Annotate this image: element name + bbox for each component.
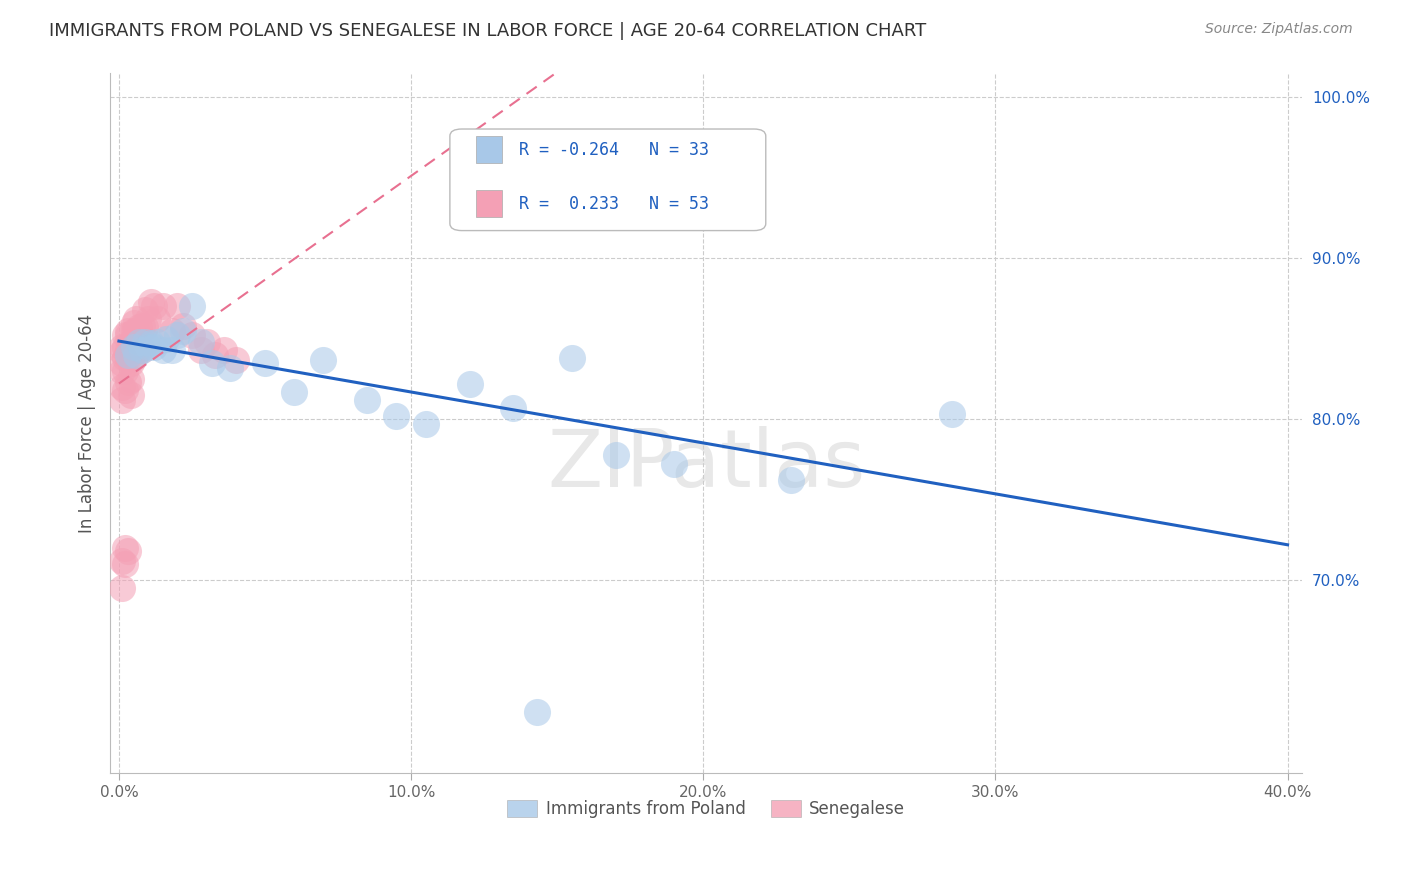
Point bbox=[122, 324, 145, 338]
Point bbox=[120, 388, 142, 402]
Point bbox=[204, 348, 226, 362]
Point bbox=[125, 343, 148, 357]
Point bbox=[146, 334, 169, 349]
Point bbox=[662, 457, 685, 471]
Point bbox=[166, 300, 188, 314]
Text: R =  0.233   N = 53: R = 0.233 N = 53 bbox=[519, 195, 709, 213]
Point bbox=[219, 360, 242, 375]
Point bbox=[160, 324, 183, 338]
Text: ZIPatlas: ZIPatlas bbox=[547, 426, 865, 504]
Point bbox=[172, 318, 194, 333]
FancyBboxPatch shape bbox=[477, 190, 502, 217]
Point bbox=[122, 316, 145, 330]
Point bbox=[134, 320, 156, 334]
Point bbox=[114, 328, 136, 343]
Point bbox=[134, 334, 156, 349]
Point bbox=[136, 340, 159, 354]
Point bbox=[114, 541, 136, 555]
Point bbox=[125, 348, 148, 362]
Point bbox=[122, 351, 145, 365]
Point bbox=[312, 352, 335, 367]
Legend: Immigrants from Poland, Senegalese: Immigrants from Poland, Senegalese bbox=[501, 793, 911, 824]
Point bbox=[111, 554, 134, 568]
Point bbox=[143, 300, 166, 314]
Point bbox=[155, 332, 177, 346]
Point bbox=[139, 336, 162, 351]
Point bbox=[120, 372, 142, 386]
Point bbox=[114, 557, 136, 571]
Point bbox=[136, 334, 159, 349]
Point bbox=[128, 334, 150, 349]
Point bbox=[131, 343, 153, 357]
Point bbox=[111, 364, 134, 378]
Point bbox=[114, 383, 136, 397]
Point bbox=[111, 380, 134, 394]
Point bbox=[117, 348, 139, 362]
Point bbox=[517, 194, 540, 209]
Point bbox=[152, 300, 174, 314]
Y-axis label: In Labor Force | Age 20-64: In Labor Force | Age 20-64 bbox=[79, 314, 96, 533]
Point bbox=[172, 324, 194, 338]
Point bbox=[136, 312, 159, 326]
Point bbox=[212, 343, 235, 357]
Point bbox=[181, 300, 204, 314]
Point bbox=[139, 294, 162, 309]
Point bbox=[502, 401, 524, 415]
Point bbox=[166, 328, 188, 343]
FancyBboxPatch shape bbox=[477, 136, 502, 162]
Point bbox=[253, 356, 276, 370]
Point bbox=[605, 448, 627, 462]
Point bbox=[190, 343, 212, 357]
Point bbox=[201, 356, 224, 370]
Point bbox=[128, 320, 150, 334]
Point bbox=[385, 409, 408, 423]
Point bbox=[114, 351, 136, 365]
Point bbox=[117, 351, 139, 365]
FancyBboxPatch shape bbox=[450, 129, 766, 230]
Point bbox=[122, 340, 145, 354]
Point bbox=[117, 328, 139, 343]
Point bbox=[195, 334, 218, 349]
Point bbox=[780, 474, 803, 488]
Point bbox=[143, 340, 166, 354]
Point bbox=[134, 302, 156, 317]
Point bbox=[117, 544, 139, 558]
Point bbox=[152, 343, 174, 357]
Point bbox=[190, 334, 212, 349]
Point bbox=[117, 343, 139, 357]
Point bbox=[181, 328, 204, 343]
Point bbox=[415, 417, 437, 431]
Text: R = -0.264   N = 33: R = -0.264 N = 33 bbox=[519, 141, 709, 159]
Point bbox=[117, 375, 139, 389]
Point bbox=[131, 343, 153, 357]
Point bbox=[160, 343, 183, 357]
Point bbox=[131, 318, 153, 333]
Point bbox=[114, 340, 136, 354]
Point bbox=[111, 356, 134, 370]
Point bbox=[526, 705, 548, 719]
Text: Source: ZipAtlas.com: Source: ZipAtlas.com bbox=[1205, 22, 1353, 37]
Point bbox=[122, 334, 145, 349]
Point bbox=[941, 408, 963, 422]
Point bbox=[125, 324, 148, 338]
Point bbox=[111, 581, 134, 595]
Point bbox=[458, 376, 481, 391]
Point bbox=[283, 384, 305, 399]
Point bbox=[120, 356, 142, 370]
Point bbox=[111, 344, 134, 359]
Text: IMMIGRANTS FROM POLAND VS SENEGALESE IN LABOR FORCE | AGE 20-64 CORRELATION CHAR: IMMIGRANTS FROM POLAND VS SENEGALESE IN … bbox=[49, 22, 927, 40]
Point bbox=[111, 392, 134, 407]
Point bbox=[225, 352, 247, 367]
Point bbox=[117, 324, 139, 338]
Point bbox=[128, 343, 150, 357]
Point bbox=[120, 334, 142, 349]
Point bbox=[561, 351, 583, 365]
Point bbox=[146, 312, 169, 326]
Point bbox=[114, 364, 136, 378]
Point bbox=[125, 312, 148, 326]
Point bbox=[111, 340, 134, 354]
Point bbox=[356, 392, 378, 407]
